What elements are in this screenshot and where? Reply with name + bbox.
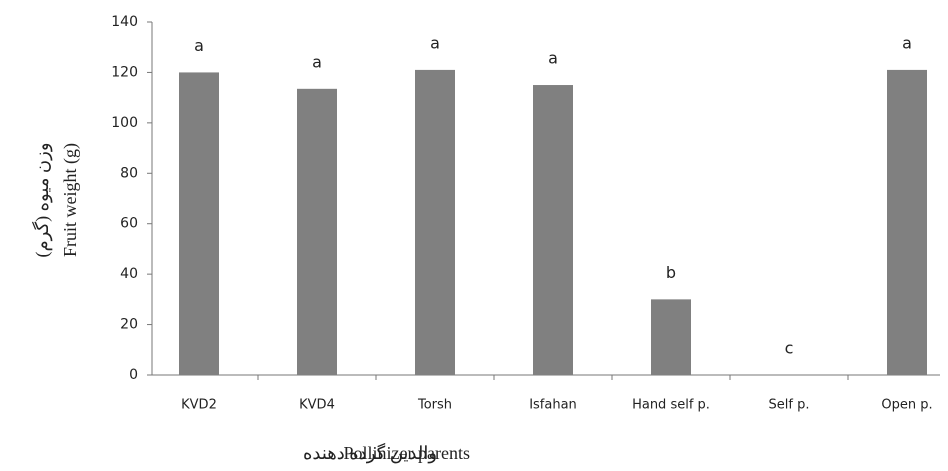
significance-letter: a [548, 49, 558, 68]
bar [297, 88, 337, 375]
significance-letter: a [430, 33, 440, 52]
y-axis-title-group: وزن میوه (گرم) Fruit weight (g) [31, 142, 81, 257]
bar [179, 72, 219, 375]
x-tick-label: KVD4 [299, 398, 335, 413]
y-tick-label: 40 [120, 266, 138, 282]
x-axis-title-fa: والدین گرده دهنده [303, 442, 437, 464]
x-tick-label: Isfahan [529, 398, 577, 413]
significance-letter: c [785, 339, 794, 358]
significance-letter: a [194, 36, 204, 55]
significance-letter: b [666, 263, 676, 282]
y-tick-label: 60 [120, 216, 138, 232]
y-tick-label: 120 [111, 64, 138, 80]
y-tick-label: 100 [111, 115, 138, 131]
y-axis-title-fa: وزن میوه (گرم) [31, 142, 53, 257]
x-axis-title: Pollinizer parents [344, 443, 470, 463]
x-tick-label: Torsh [417, 398, 452, 413]
x-tick-label: KVD2 [181, 398, 217, 413]
significance-letter: a [312, 52, 322, 71]
y-tick-label: 0 [129, 367, 138, 383]
significance-letter: a [902, 33, 912, 52]
bar [415, 69, 455, 376]
x-tick-label: Hand self p. [632, 398, 710, 413]
bar [651, 299, 691, 375]
bar [887, 69, 927, 376]
y-tick-label: 80 [120, 165, 138, 181]
x-tick-label: Open p. [881, 398, 932, 413]
x-tick-label: Self p. [769, 398, 810, 413]
bar [533, 85, 573, 376]
y-axis-title: Fruit weight (g) [60, 143, 81, 257]
y-tick-label: 20 [120, 317, 138, 333]
y-tick-label: 140 [111, 14, 138, 30]
